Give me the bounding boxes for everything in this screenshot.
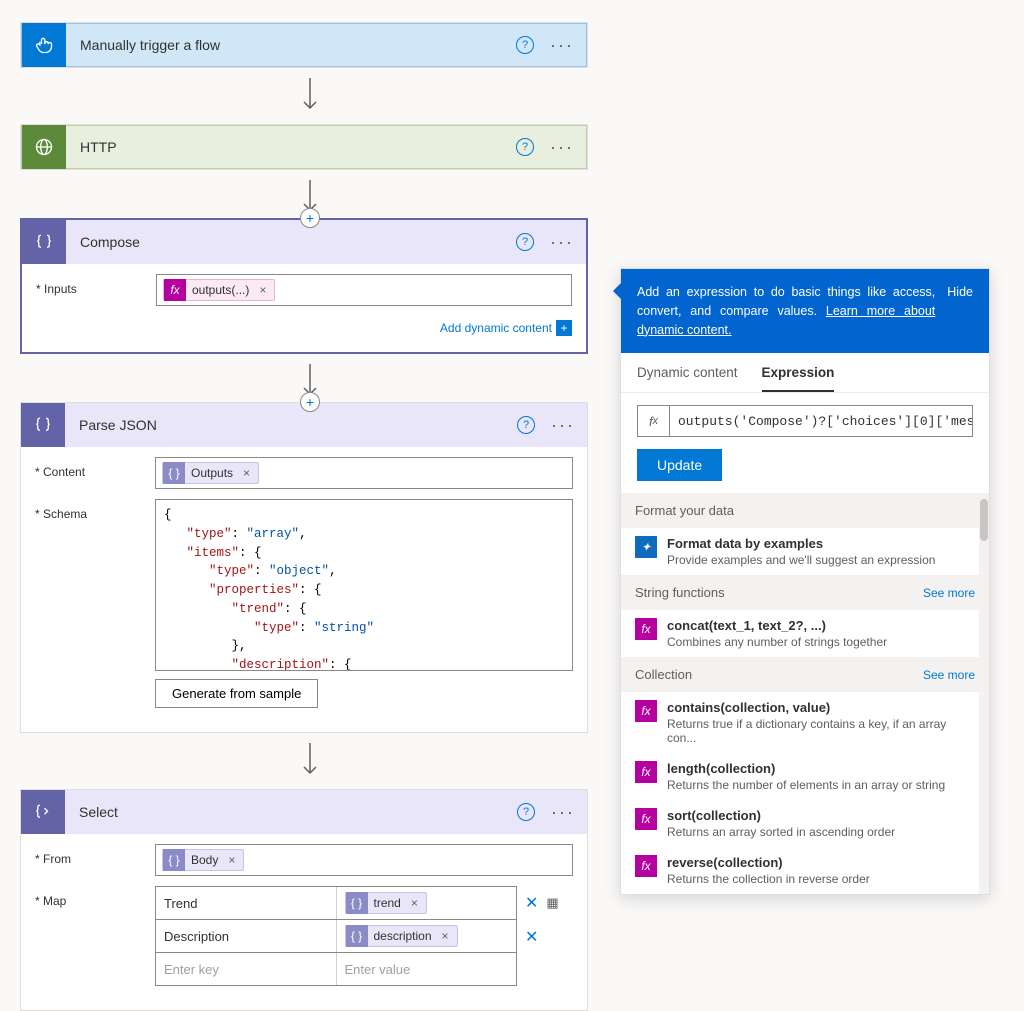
compose-title: Compose	[66, 234, 516, 250]
braces-icon: { }	[163, 462, 185, 484]
content-field[interactable]: { } Outputs ×	[155, 457, 573, 489]
map-key-cell[interactable]: Trend	[156, 887, 337, 919]
help-icon[interactable]: ?	[516, 138, 534, 156]
map-key-cell[interactable]: Description	[156, 920, 337, 952]
more-menu[interactable]: ···	[551, 416, 575, 434]
fx-icon: fx	[635, 855, 657, 877]
parse-json-card[interactable]: Parse JSON ? ··· * Content { } Outputs ×…	[20, 402, 588, 733]
fx-icon: fx	[637, 405, 669, 437]
update-button[interactable]: Update	[637, 449, 722, 481]
fn-contains[interactable]: fx contains(collection, value) Returns t…	[621, 692, 989, 753]
description-token[interactable]: { } description ×	[345, 925, 458, 947]
braces-icon	[22, 220, 66, 264]
delete-row-icon[interactable]: ✕	[525, 893, 538, 913]
arrow-icon	[20, 733, 600, 789]
add-step-button[interactable]: +	[300, 208, 320, 228]
map-value-cell[interactable]: { } description ×	[337, 920, 517, 952]
fx-icon: fx	[164, 279, 186, 301]
more-menu[interactable]: ···	[550, 138, 574, 156]
from-label: * From	[35, 844, 155, 866]
expression-panel: Add an expression to do basic things lik…	[620, 268, 990, 895]
trigger-title: Manually trigger a flow	[66, 37, 516, 53]
delete-row-icon[interactable]: ✕	[525, 927, 538, 947]
map-label: * Map	[35, 886, 155, 908]
see-more-link[interactable]: See more	[923, 668, 975, 682]
remove-token-icon[interactable]: ×	[224, 853, 239, 867]
touch-icon	[22, 23, 66, 67]
schema-label: * Schema	[35, 499, 155, 521]
section-collection-header: Collection See more	[621, 657, 989, 692]
wand-icon: ✦	[635, 536, 657, 558]
generate-from-sample-button[interactable]: Generate from sample	[155, 679, 318, 708]
braces-icon: { }	[163, 849, 185, 871]
fn-length[interactable]: fx length(collection) Returns the number…	[621, 753, 989, 800]
panel-pointer-icon	[613, 283, 621, 299]
more-menu[interactable]: ···	[550, 233, 574, 251]
expression-token[interactable]: fx outputs(...) ×	[163, 279, 275, 301]
switch-mode-icon[interactable]: ▦	[546, 895, 558, 911]
content-label: * Content	[35, 457, 155, 479]
arrow-icon	[20, 68, 600, 124]
section-string-header: String functions See more	[621, 575, 989, 610]
select-card[interactable]: Select ? ··· * From { } Body × * Map	[20, 789, 588, 1011]
fn-sort[interactable]: fx sort(collection) Returns an array sor…	[621, 800, 989, 847]
body-token[interactable]: { } Body ×	[162, 849, 244, 871]
trigger-card[interactable]: Manually trigger a flow ? ···	[20, 22, 588, 68]
fn-reverse[interactable]: fx reverse(collection) Returns the colle…	[621, 847, 989, 894]
braces-icon: { }	[346, 892, 368, 914]
expression-input[interactable]: outputs('Compose')?['choices'][0]['messa…	[669, 405, 973, 437]
help-icon[interactable]: ?	[517, 803, 535, 821]
select-title: Select	[65, 804, 517, 820]
format-by-examples-item[interactable]: ✦ Format data by examples Provide exampl…	[621, 528, 989, 575]
fn-concat[interactable]: fx concat(text_1, text_2?, ...) Combines…	[621, 610, 989, 657]
plus-icon: +	[556, 320, 572, 336]
map-key-input[interactable]: Enter key	[156, 953, 337, 985]
braces-icon	[21, 403, 65, 447]
tab-dynamic-content[interactable]: Dynamic content	[637, 365, 738, 392]
map-value-cell[interactable]: { } trend ×	[337, 887, 517, 919]
remove-token-icon[interactable]: ×	[407, 896, 422, 910]
section-format-header: Format your data	[621, 493, 989, 528]
help-icon[interactable]: ?	[517, 416, 535, 434]
http-card[interactable]: HTTP ? ···	[20, 124, 588, 170]
remove-token-icon[interactable]: ×	[239, 466, 254, 480]
panel-tabs: Dynamic content Expression	[621, 353, 989, 393]
remove-token-icon[interactable]: ×	[255, 283, 270, 297]
see-more-link[interactable]: See more	[923, 586, 975, 600]
help-icon[interactable]: ?	[516, 36, 534, 54]
scrollbar[interactable]	[979, 493, 989, 894]
hide-button[interactable]: Hide	[947, 283, 973, 339]
map-value-input[interactable]: Enter value	[337, 953, 517, 985]
fx-icon: fx	[635, 618, 657, 640]
fx-icon: fx	[635, 808, 657, 830]
add-dynamic-content-link[interactable]: Add dynamic content +	[36, 316, 572, 338]
trend-token[interactable]: { } trend ×	[345, 892, 427, 914]
more-menu[interactable]: ···	[550, 36, 574, 54]
panel-intro-text: Add an expression to do basic things lik…	[637, 283, 935, 339]
help-icon[interactable]: ?	[516, 233, 534, 251]
inputs-label: * Inputs	[36, 274, 156, 296]
fx-icon: fx	[635, 700, 657, 722]
outputs-token[interactable]: { } Outputs ×	[162, 462, 259, 484]
compose-card[interactable]: Compose ? ··· * Inputs fx outputs(...) ×…	[20, 218, 588, 354]
transform-icon	[21, 790, 65, 834]
inputs-field[interactable]: fx outputs(...) ×	[156, 274, 572, 306]
braces-icon: { }	[346, 925, 368, 947]
flow-canvas: Manually trigger a flow ? ··· HTTP ? ···…	[20, 0, 600, 1011]
remove-token-icon[interactable]: ×	[438, 929, 453, 943]
tab-expression[interactable]: Expression	[762, 365, 835, 392]
fx-icon: fx	[635, 761, 657, 783]
http-title: HTTP	[66, 139, 516, 155]
parse-title: Parse JSON	[65, 417, 517, 433]
more-menu[interactable]: ···	[551, 803, 575, 821]
add-step-button[interactable]: +	[300, 392, 320, 412]
globe-icon	[22, 125, 66, 169]
schema-textarea[interactable]: { "type": "array", "items": { "type": "o…	[155, 499, 573, 671]
from-field[interactable]: { } Body ×	[155, 844, 573, 876]
